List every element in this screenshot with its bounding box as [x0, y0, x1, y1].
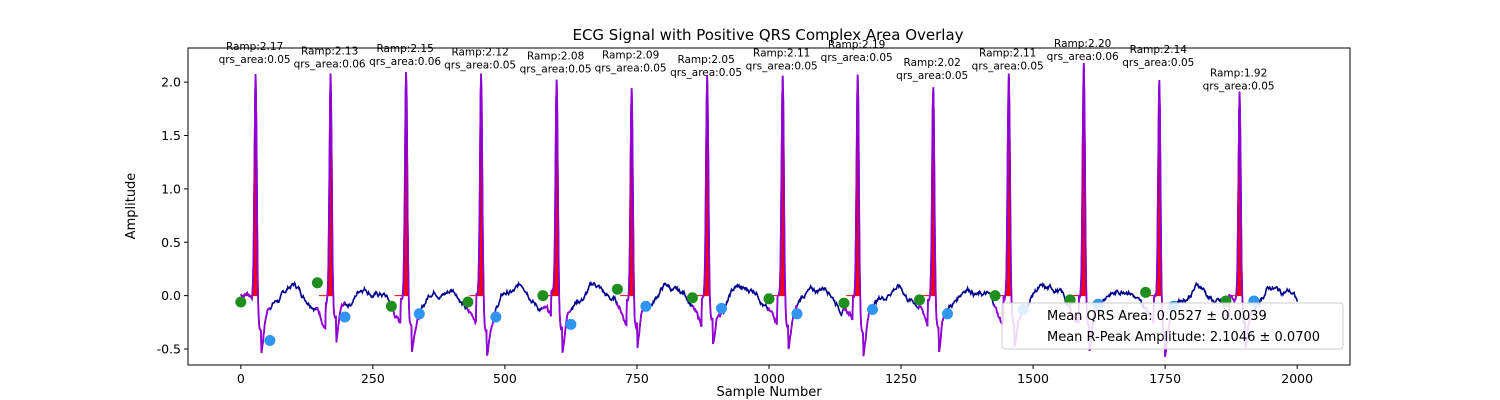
- s-point-4: [490, 311, 502, 323]
- qrs-area-label-5: qrs_area:0.05: [520, 64, 592, 76]
- qrs-segment-7: [691, 75, 723, 345]
- s-point-6: [640, 300, 652, 312]
- qrs-area-label-10: qrs_area:0.05: [896, 70, 968, 82]
- s-point-10: [942, 308, 953, 320]
- qrs-segment-2: [314, 73, 346, 343]
- r-amplitude-label-5: Ramp:2.08: [527, 51, 584, 63]
- x-tick-label: 1250: [885, 371, 917, 386]
- x-tick-label: 1500: [1017, 371, 1049, 386]
- qrs-area-label-3: qrs_area:0.06: [369, 56, 441, 68]
- q-point-11: [989, 290, 1001, 302]
- s-point-3: [413, 308, 425, 320]
- r-amplitude-label-6: Ramp:2.09: [602, 50, 659, 62]
- q-point-8: [763, 293, 775, 305]
- r-amplitude-label-9: Ramp:2.19: [828, 39, 885, 51]
- y-tick-label: 2.0: [161, 75, 181, 90]
- legend-entry-mean-r-peak-amplitude: Mean R-Peak Amplitude: 2.1046 ± 0.0700: [1047, 330, 1320, 345]
- qrs-area-label-7: qrs_area:0.05: [670, 67, 742, 79]
- qrs-segment-8: [767, 75, 798, 350]
- qrs-segment-3: [390, 72, 422, 352]
- r-amplitude-label-8: Ramp:2.11: [753, 47, 810, 59]
- r-amplitude-label-12: Ramp:2.20: [1054, 38, 1111, 50]
- q-point-7: [686, 292, 698, 304]
- y-tick-label: 0.0: [161, 288, 181, 303]
- r-amplitude-label-13: Ramp:2.14: [1130, 44, 1188, 56]
- s-point-9: [867, 304, 878, 315]
- r-amplitude-label-1: Ramp:2.17: [226, 41, 283, 53]
- qrs-area-label-1: qrs_area:0.05: [219, 54, 291, 66]
- qrs-segment-4: [465, 73, 497, 356]
- s-point-8: [791, 308, 803, 320]
- qrs-area-label-12: qrs_area:0.06: [1047, 51, 1119, 63]
- q-point-2: [311, 277, 323, 289]
- s-point-7: [716, 302, 727, 314]
- q-point-4: [462, 296, 474, 308]
- x-tick-label: 500: [493, 371, 517, 386]
- x-axis-label: Sample Number: [716, 385, 822, 400]
- r-amplitude-label-10: Ramp:2.02: [904, 57, 961, 69]
- q-point-6: [611, 283, 623, 295]
- qrs-area-label-6: qrs_area:0.05: [595, 63, 667, 75]
- legend-box: [1001, 302, 1344, 350]
- q-point-5: [537, 290, 549, 302]
- q-point-1: [235, 296, 247, 308]
- y-axis-label: Amplitude: [124, 173, 139, 240]
- qrs-area-label-8: qrs_area:0.05: [746, 60, 818, 72]
- r-amplitude-label-4: Ramp:2.12: [451, 46, 508, 58]
- r-amplitude-label-14: Ramp:1.92: [1210, 68, 1267, 80]
- x-tick-label: 2000: [1281, 371, 1313, 386]
- qrs-area-label-2: qrs_area:0.06: [294, 58, 366, 70]
- q-point-10: [914, 294, 925, 306]
- s-point-5: [565, 318, 577, 330]
- qrs-segment-1: [240, 74, 271, 354]
- legend-entry-mean-qrs-area: Mean QRS Area: 0.0527 ± 0.0039: [1047, 309, 1267, 324]
- y-tick-label: 1.0: [161, 181, 181, 196]
- x-tick-label: 250: [361, 371, 385, 386]
- r-amplitude-label-11: Ramp:2.11: [979, 47, 1036, 59]
- qrs-segment-6: [616, 88, 647, 348]
- x-tick-label: 750: [625, 371, 649, 386]
- legend: Mean QRS Area: 0.0527 ± 0.0039 Mean R-Pe…: [1001, 302, 1344, 350]
- y-tick-label: 1.5: [161, 128, 181, 143]
- qrs-area-label-4: qrs_area:0.05: [444, 59, 516, 71]
- qrs-area-label-13: qrs_area:0.05: [1122, 57, 1194, 69]
- qrs-segment-9: [842, 74, 873, 357]
- qrs-segment-10: [917, 87, 949, 352]
- s-point-1: [264, 335, 276, 346]
- qrs-area-label-14: qrs_area:0.05: [1203, 81, 1275, 93]
- x-tick-label: 1750: [1149, 371, 1181, 386]
- s-point-2: [339, 311, 351, 323]
- q-point-9: [838, 297, 850, 309]
- x-tick-label: 0: [237, 371, 245, 386]
- q-point-13: [1140, 286, 1152, 298]
- r-amplitude-label-2: Ramp:2.13: [301, 45, 358, 57]
- x-tick-label: 1000: [753, 371, 785, 386]
- r-amplitude-label-7: Ramp:2.05: [677, 54, 734, 66]
- qrs-area-label-11: qrs_area:0.05: [972, 60, 1044, 72]
- chart-title: ECG Signal with Positive QRS Complex Are…: [572, 26, 963, 44]
- axis-ticks: 0 250 500 750 1000 1250 1500 1750 2000 -0.5 0.0 0.5…: [157, 75, 1314, 386]
- r-amplitude-label-3: Ramp:2.15: [376, 43, 433, 55]
- plot-area: Ramp:2.17qrs_area:0.05Ramp:2.13qrs_area:…: [219, 38, 1298, 357]
- y-tick-label: 0.5: [161, 235, 181, 250]
- qrs-area-label-9: qrs_area:0.05: [821, 52, 893, 64]
- q-point-3: [385, 300, 397, 312]
- y-tick-label: -0.5: [157, 341, 181, 356]
